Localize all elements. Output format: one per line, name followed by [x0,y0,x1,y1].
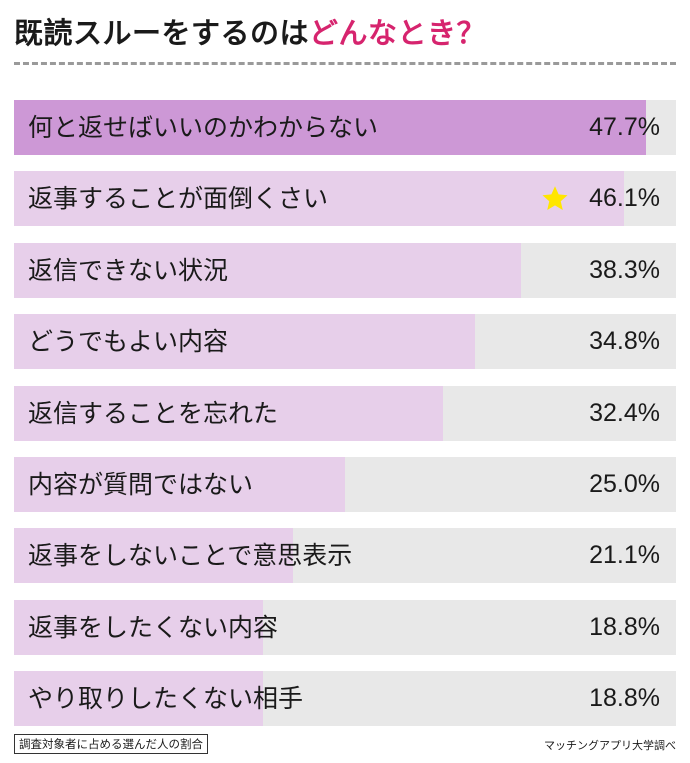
bar-row: 返信できない状況 38.3% [14,242,676,298]
bar [14,314,475,370]
source-credit: マッチングアプリ大学調べ [544,739,676,752]
bar [14,528,294,584]
bar-label: 返信できない状況 [28,255,229,285]
bar [14,385,443,441]
bar-row: 返信することを忘れた 32.4% [14,385,676,441]
bar-label: 返事することが面倒くさい [28,184,329,214]
bar [14,456,345,512]
bar-value-label: 46.1% [589,184,660,213]
bar-label: 内容が質問ではない [28,469,254,499]
bar-value-label: 25.0% [589,469,660,498]
bar [14,242,522,298]
bar [14,171,625,227]
bar-label: 返信することを忘れた [28,398,279,428]
title-main: 既読スルーをするのは [14,16,310,50]
bar-value-label: 18.8% [589,612,660,641]
bar-row: やり取りしたくない相手 18.8% [14,671,676,727]
bar-row: 返事をしたくない内容 18.8% [14,599,676,655]
bar [14,599,263,655]
bar-label: 返事をしないことで意思表示 [28,541,353,571]
page-title: 既読スルーをするのはどんなとき？ [14,10,486,50]
bar-label: 何と返せばいいのかわからない [28,113,379,142]
bar-chart: 何と返せばいいのかわからない 47.7% 返事することが面倒くさい 46.1% 返信でき… [14,100,676,743]
bar-row: どうでもよい内容 34.8% [14,314,676,370]
bar-value-label: 38.3% [589,255,660,284]
bar-value-label: 21.1% [589,541,660,570]
bar-row: 返事をしないことで意思表示 21.1% [14,528,676,584]
bar-value-label: 18.8% [589,684,660,713]
bar-label: どうでもよい内容 [28,327,229,357]
bar-value-label: 34.8% [589,327,660,356]
star-icon [542,186,568,211]
bar-row: 返事することが面倒くさい 46.1% [14,171,676,227]
bar-row: 内容が質問ではない 25.0% [14,456,676,512]
bar [14,100,646,155]
bar [14,671,263,727]
title-accent: どんなとき？ [309,16,487,50]
title-divider [14,62,676,65]
bar-row: 何と返せばいいのかわからない 47.7% [14,100,676,155]
footnote: 調査対象者に占める選んだ人の割合 [14,734,208,754]
bar-label: やり取りしたくない相手 [28,684,304,714]
bar-label: 返事をしたくない内容 [28,612,279,642]
bar-value-label: 32.4% [589,398,660,427]
bar-value-label: 47.7% [589,113,660,141]
